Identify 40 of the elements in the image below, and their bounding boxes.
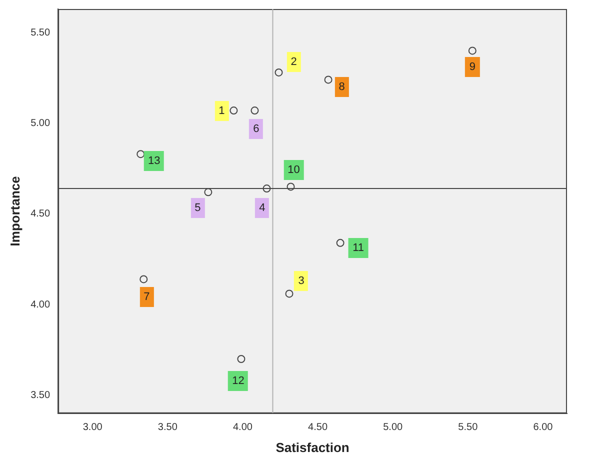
annotation: 3 (294, 271, 308, 292)
point (262, 184, 271, 193)
annotation: 8 (334, 76, 349, 97)
y-tick-label: 5.50 (30, 27, 50, 38)
annotation: 12 (228, 370, 248, 391)
point (285, 290, 294, 298)
x-tick-label: 6.00 (533, 422, 554, 434)
annotation: 10 (284, 160, 304, 180)
annotation: 11 (348, 238, 368, 258)
y-tick-label: 5.00 (30, 118, 50, 129)
x-tick-label: 5.50 (458, 422, 478, 434)
annotation: 1 (214, 100, 229, 121)
point (230, 106, 238, 115)
x-tick-label: 4.50 (308, 422, 328, 434)
point (274, 68, 283, 76)
x-tick-label: 5.00 (383, 422, 404, 434)
point (336, 238, 344, 247)
y-tick-label: 4.00 (30, 299, 50, 310)
point (324, 76, 332, 84)
annotation: 7 (140, 287, 154, 308)
point (204, 188, 212, 196)
y-tick-label: 3.50 (30, 390, 50, 402)
annotation: 5 (190, 198, 205, 218)
x-tick-label: 3.00 (82, 422, 103, 434)
y-tick-label: 4.50 (30, 208, 50, 220)
x-axis-title: Satisfaction (276, 440, 350, 455)
y-axis-title: Importance (7, 176, 22, 246)
point (250, 106, 259, 115)
point (140, 275, 148, 284)
point (468, 46, 476, 55)
point (136, 150, 145, 158)
x-tick-label: 3.50 (158, 422, 178, 434)
annotation: 9 (465, 57, 480, 78)
annotation: 2 (286, 52, 301, 72)
point (237, 354, 246, 363)
point (286, 182, 295, 191)
x-tick-label: 4.00 (232, 422, 253, 434)
annotation: 13 (144, 151, 164, 172)
annotation: 6 (249, 118, 264, 139)
annotation: 4 (255, 198, 270, 218)
